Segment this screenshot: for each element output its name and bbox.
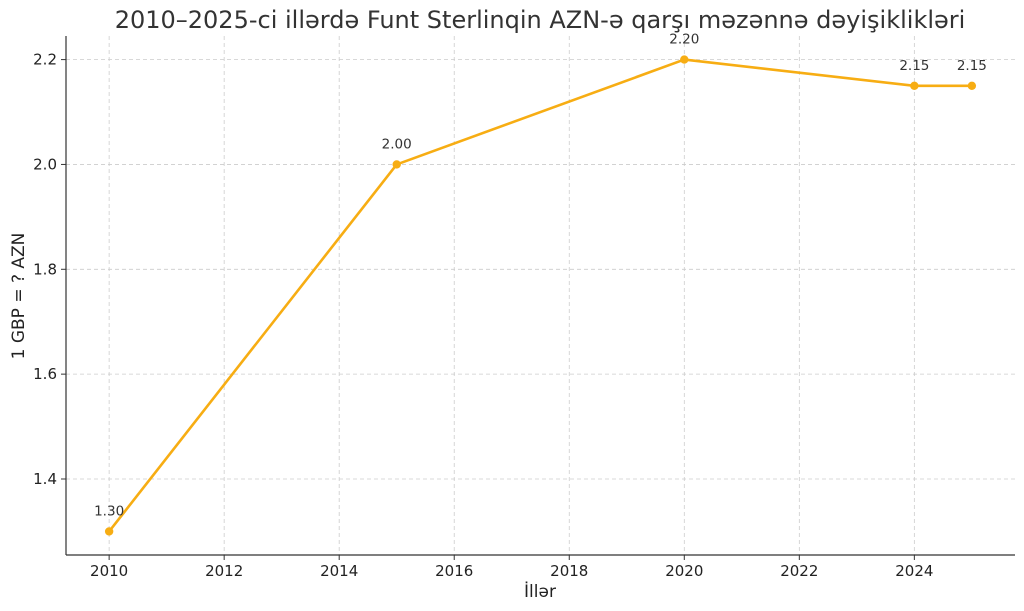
x-axis-label: İllər [524, 581, 556, 602]
data-label-2024: 2.15 [899, 58, 929, 74]
data-label-2015: 2.00 [382, 136, 412, 152]
axes [65, 36, 1015, 556]
x-tick-label-2016: 2016 [435, 562, 473, 580]
x-tick-label-2012: 2012 [205, 562, 243, 580]
grid-lines [66, 36, 1015, 555]
data-point-2015 [392, 160, 401, 169]
data-points [104, 55, 977, 536]
y-tick-label-2.0: 2.0 [33, 155, 57, 173]
x-tick-label-2014: 2014 [320, 562, 358, 580]
data-label-2010: 1.30 [94, 503, 124, 519]
data-label-2025: 2.15 [957, 58, 987, 74]
y-tick-label-1.6: 1.6 [33, 365, 57, 383]
data-point-2010 [104, 527, 114, 536]
x-tick-label-2024: 2024 [895, 562, 933, 580]
x-tick-label-2010: 2010 [90, 562, 128, 580]
series-line-0 [107, 58, 974, 533]
x-tick-label-2020: 2020 [665, 562, 703, 580]
y-tick-label-1.4: 1.4 [33, 470, 57, 488]
data-labels: 1.30 2.00 2.20 2.15 2.15 [94, 32, 987, 520]
y-tick-label-2.2: 2.2 [33, 51, 57, 69]
data-point-2020 [680, 55, 689, 64]
x-tick-label-2018: 2018 [550, 562, 588, 580]
x-tick-label-2022: 2022 [780, 562, 818, 580]
chart-title: 2010–2025-ci illərdə Funt Sterlinqin AZN… [115, 6, 966, 34]
y-axis-ticks: 1.4 1.6 1.8 2.0 2.2 [33, 51, 66, 488]
y-axis-label: 1 GBP = ? AZN [9, 233, 29, 360]
series-line-group [107, 58, 974, 533]
x-axis-ticks: 2010 2012 2014 2016 2018 2020 2022 2024 [90, 555, 933, 580]
data-label-2020: 2.20 [669, 32, 699, 48]
data-point-2024 [910, 81, 919, 91]
y-tick-label-1.8: 1.8 [33, 260, 57, 278]
data-point-2025 [967, 81, 977, 91]
